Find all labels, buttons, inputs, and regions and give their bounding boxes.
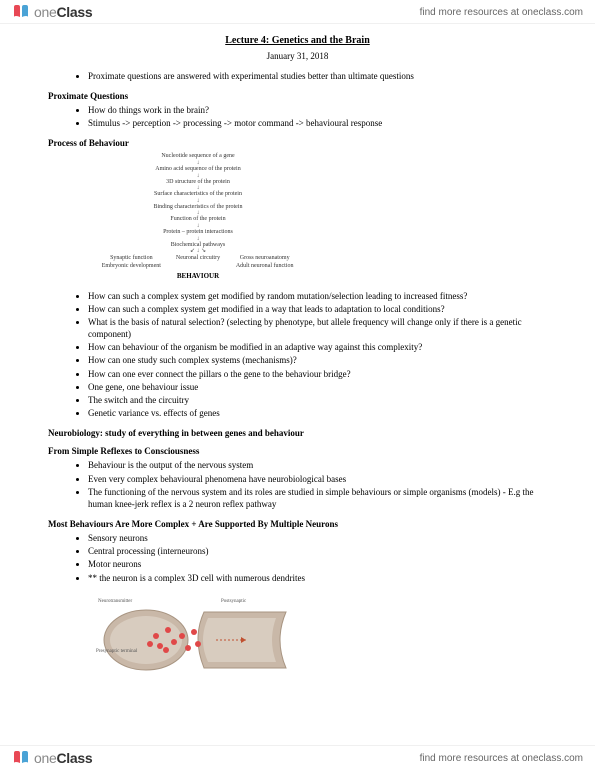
list-item: Behaviour is the output of the nervous s… xyxy=(88,459,547,471)
list-item: Sensory neurons xyxy=(88,532,547,544)
heading-proximate: Proximate Questions xyxy=(48,90,547,102)
proximate-bullets: How do things work in the brain? Stimulu… xyxy=(88,104,547,129)
list-item: How can such a complex system get modifi… xyxy=(88,290,547,302)
intro-bullets: Proximate questions are answered with ex… xyxy=(88,70,547,82)
flow-step: Amino acid sequence of the protein xyxy=(98,166,298,173)
heading-complex: Most Behaviours Are More Complex + Are S… xyxy=(48,518,547,530)
list-item: Central processing (interneurons) xyxy=(88,545,547,557)
flow-branch: Neuronal circuitry xyxy=(165,254,232,262)
lecture-title: Lecture 4: Genetics and the Brain xyxy=(48,34,547,48)
list-item: Stimulus -> perception -> processing -> … xyxy=(88,117,547,129)
list-item: The switch and the circuitry xyxy=(88,394,547,406)
list-item: Genetic variance vs. effects of genes xyxy=(88,407,547,419)
svg-text:Neurotransmitter: Neurotransmitter xyxy=(98,599,132,604)
list-item: Even very complex behavioural phenomena … xyxy=(88,473,547,485)
brand-logo-footer[interactable]: oneClass xyxy=(12,749,92,767)
flow-step: Biochemical pathways xyxy=(98,242,298,249)
flow-step: Protein – protein interactions xyxy=(98,229,298,236)
brand-text-light: one xyxy=(34,750,56,766)
list-item: Motor neurons xyxy=(88,558,547,570)
flow-step: Nucleotide sequence of a gene xyxy=(98,153,298,160)
list-item: One gene, one behaviour issue xyxy=(88,381,547,393)
page-body: Lecture 4: Genetics and the Brain Januar… xyxy=(0,24,595,682)
heading-reflexes: From Simple Reflexes to Consciousness xyxy=(48,445,547,457)
brand-icon xyxy=(12,3,30,21)
flow-branch: Synaptic function xyxy=(98,254,165,262)
flow-branch: Embryonic development xyxy=(98,262,165,270)
list-item: How can one ever connect the pillars o t… xyxy=(88,368,547,380)
header-link-text[interactable]: find more resources at oneclass.com xyxy=(420,7,583,18)
flow-row: Embryonic development Adult neuronal fun… xyxy=(98,262,298,270)
list-item: How can one study such complex systems (… xyxy=(88,354,547,366)
list-item: ** the neuron is a complex 3D cell with … xyxy=(88,572,547,584)
list-item: The functioning of the nervous system an… xyxy=(88,486,547,510)
brand-text: oneClass xyxy=(34,4,92,20)
neurobiology-line: Neurobiology: study of everything in bet… xyxy=(48,427,547,439)
brand-icon xyxy=(12,749,30,767)
list-item: How do things work in the brain? xyxy=(88,104,547,116)
brand-text-bold: Class xyxy=(56,750,92,766)
lecture-date: January 31, 2018 xyxy=(48,50,547,62)
heading-process: Process of Behaviour xyxy=(48,137,547,149)
brand-logo[interactable]: oneClass xyxy=(12,3,92,21)
flow-row: Synaptic function Neuronal circuitry Gro… xyxy=(98,254,298,262)
svg-text:Postsynaptic: Postsynaptic xyxy=(221,599,247,604)
flow-final: BEHAVIOUR xyxy=(98,272,298,281)
header-bar: oneClass find more resources at oneclass… xyxy=(0,0,595,24)
reflexes-bullets: Behaviour is the output of the nervous s… xyxy=(88,459,547,510)
flow-step: Binding characteristics of the protein xyxy=(98,204,298,211)
flow-step: 3D structure of the protein xyxy=(98,179,298,186)
list-item: Proximate questions are answered with ex… xyxy=(88,70,547,82)
flow-step: Function of the protein xyxy=(98,216,298,223)
synapse-diagram: Neurotransmitter Postsynaptic Presynapti… xyxy=(86,592,296,682)
flow-step: Surface characteristics of the protein xyxy=(98,191,298,198)
behaviour-flow-diagram: Nucleotide sequence of a gene ↓ Amino ac… xyxy=(98,153,298,281)
brand-text-light: one xyxy=(34,4,56,20)
flow-branch: Gross neuroanatomy xyxy=(231,254,298,262)
brand-text-bold: Class xyxy=(56,4,92,20)
process-question-bullets: How can such a complex system get modifi… xyxy=(88,290,547,419)
list-item: How can such a complex system get modifi… xyxy=(88,303,547,315)
brand-text: oneClass xyxy=(34,750,92,766)
complex-bullets: Sensory neurons Central processing (inte… xyxy=(88,532,547,584)
footer-link-text[interactable]: find more resources at oneclass.com xyxy=(420,753,583,764)
list-item: How can behaviour of the organism be mod… xyxy=(88,341,547,353)
flow-branch: Adult neuronal function xyxy=(231,262,298,270)
svg-text:Presynaptic terminal: Presynaptic terminal xyxy=(96,649,138,654)
list-item: What is the basis of natural selection? … xyxy=(88,316,547,340)
footer-bar: oneClass find more resources at oneclass… xyxy=(0,745,595,770)
